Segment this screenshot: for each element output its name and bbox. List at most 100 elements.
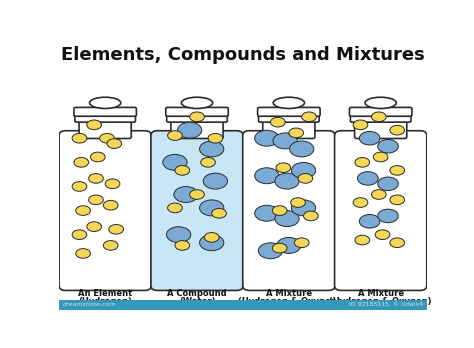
Ellipse shape [174,187,198,203]
Ellipse shape [163,155,187,170]
Ellipse shape [359,132,380,145]
Ellipse shape [273,97,304,109]
FancyBboxPatch shape [167,113,228,122]
Ellipse shape [378,177,398,191]
Ellipse shape [89,174,103,183]
Ellipse shape [203,173,228,189]
FancyBboxPatch shape [74,108,137,116]
FancyBboxPatch shape [335,131,427,291]
FancyBboxPatch shape [350,113,411,122]
Ellipse shape [201,158,215,167]
Ellipse shape [290,141,314,157]
Ellipse shape [390,166,405,175]
Ellipse shape [292,163,316,178]
Ellipse shape [275,173,299,189]
Text: (Hydrogen): (Hydrogen) [78,297,132,306]
Ellipse shape [190,112,204,121]
FancyBboxPatch shape [243,131,335,291]
Ellipse shape [353,198,368,207]
Ellipse shape [107,139,122,148]
Ellipse shape [105,179,120,189]
Ellipse shape [255,205,279,221]
Ellipse shape [72,133,87,143]
Ellipse shape [208,133,223,143]
Ellipse shape [292,200,316,216]
Ellipse shape [357,172,378,185]
Ellipse shape [166,227,191,243]
Ellipse shape [72,230,87,239]
Ellipse shape [90,97,121,109]
Ellipse shape [271,117,285,127]
Text: A Mixture: A Mixture [357,289,404,298]
Ellipse shape [200,235,224,251]
FancyBboxPatch shape [75,113,136,122]
Ellipse shape [272,206,287,215]
Text: (Hydrogen & Oxygen): (Hydrogen & Oxygen) [237,297,340,306]
FancyBboxPatch shape [258,108,320,116]
Ellipse shape [178,122,202,138]
Ellipse shape [294,238,309,247]
Ellipse shape [355,158,370,167]
Ellipse shape [182,97,213,109]
Ellipse shape [365,97,396,109]
Ellipse shape [87,120,101,130]
Ellipse shape [175,240,190,250]
Ellipse shape [372,112,386,121]
Ellipse shape [200,200,224,216]
Ellipse shape [375,230,390,239]
Ellipse shape [258,243,283,259]
Ellipse shape [89,195,103,205]
Ellipse shape [76,206,91,215]
Ellipse shape [359,214,380,228]
FancyBboxPatch shape [258,113,319,122]
Ellipse shape [390,238,405,247]
Ellipse shape [353,120,368,130]
Ellipse shape [204,232,219,242]
Ellipse shape [212,208,227,218]
Ellipse shape [200,141,224,157]
Ellipse shape [390,195,405,205]
Ellipse shape [378,140,398,153]
Ellipse shape [298,174,313,183]
Ellipse shape [76,248,91,258]
Text: Elements, Compounds and Mixtures: Elements, Compounds and Mixtures [61,46,425,64]
FancyBboxPatch shape [349,108,412,116]
Text: dreamstime.com: dreamstime.com [63,302,116,307]
FancyBboxPatch shape [59,300,427,310]
Ellipse shape [175,166,190,175]
Ellipse shape [291,198,305,207]
Ellipse shape [255,168,279,184]
Text: ID 92185115  © Udaix4: ID 92185115 © Udaix4 [349,302,423,307]
Ellipse shape [374,152,388,162]
Text: An Element: An Element [78,289,132,298]
Ellipse shape [91,152,105,162]
Ellipse shape [103,240,118,250]
Ellipse shape [303,211,318,221]
FancyBboxPatch shape [166,108,228,116]
Ellipse shape [168,203,182,213]
Ellipse shape [355,235,370,245]
FancyBboxPatch shape [79,118,131,139]
Ellipse shape [301,112,316,121]
Ellipse shape [372,190,386,199]
Ellipse shape [276,163,291,173]
Ellipse shape [277,237,301,253]
Ellipse shape [74,158,89,167]
FancyBboxPatch shape [355,118,407,139]
FancyBboxPatch shape [59,131,151,291]
Text: (Water): (Water) [179,297,215,306]
Ellipse shape [190,190,204,199]
Ellipse shape [87,222,101,231]
Text: A Compound: A Compound [167,289,227,298]
Ellipse shape [273,133,297,149]
Ellipse shape [100,133,114,143]
Ellipse shape [390,125,405,135]
Text: (Hydrogen & Oxygen): (Hydrogen & Oxygen) [329,297,432,306]
Ellipse shape [168,131,182,140]
Ellipse shape [103,200,118,210]
FancyBboxPatch shape [171,118,223,139]
Ellipse shape [378,209,398,223]
FancyBboxPatch shape [263,118,315,139]
FancyBboxPatch shape [151,131,243,291]
Ellipse shape [272,243,287,253]
